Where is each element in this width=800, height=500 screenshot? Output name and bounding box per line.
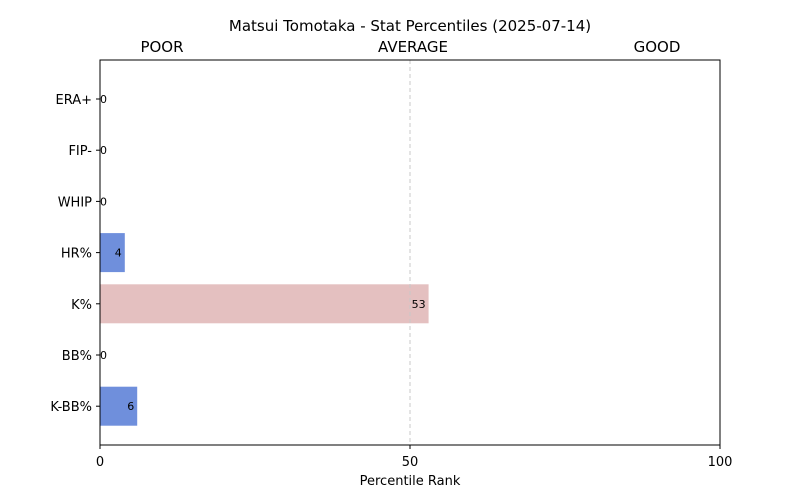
bar-value-label: 53 (412, 298, 426, 311)
x-tick-label: 50 (402, 455, 419, 470)
bar-value-label: 4 (115, 247, 122, 260)
y-tick-label: HR% (61, 247, 92, 262)
x-tick-label: 100 (708, 455, 733, 470)
bar-value-label: 6 (127, 400, 134, 413)
y-tick-label: FIP- (68, 144, 92, 159)
zone-label-poor: POOR (140, 38, 183, 56)
bar-value-label: 0 (100, 349, 107, 362)
y-tick-label: BB% (62, 349, 92, 364)
y-tick-label: K-BB% (50, 400, 92, 415)
y-tick-label: ERA+ (55, 93, 92, 108)
x-tick-label: 0 (96, 455, 104, 470)
zone-label-good: GOOD (634, 38, 681, 56)
x-axis-label: Percentile Rank (360, 474, 461, 489)
bar-value-label: 0 (100, 144, 107, 157)
bar-value-label: 0 (100, 93, 107, 106)
zone-label-average: AVERAGE (378, 38, 448, 56)
bar-3 (100, 233, 125, 273)
bar-6 (100, 386, 138, 426)
bar-value-label: 0 (100, 195, 107, 208)
bars-layer: 0 0 0 4 53 0 6 (100, 93, 429, 426)
category-labels: ERA+ FIP- WHIP HR% K% BB% K-BB% (50, 93, 100, 415)
chart-title: Matsui Tomotaka - Stat Percentiles (2025… (229, 17, 591, 35)
bar-4 (100, 284, 429, 324)
x-ticks: 0 50 100 (96, 445, 733, 470)
y-tick-label: WHIP (58, 195, 92, 210)
y-tick-label: K% (71, 298, 92, 313)
plot-frame (99, 59, 721, 446)
